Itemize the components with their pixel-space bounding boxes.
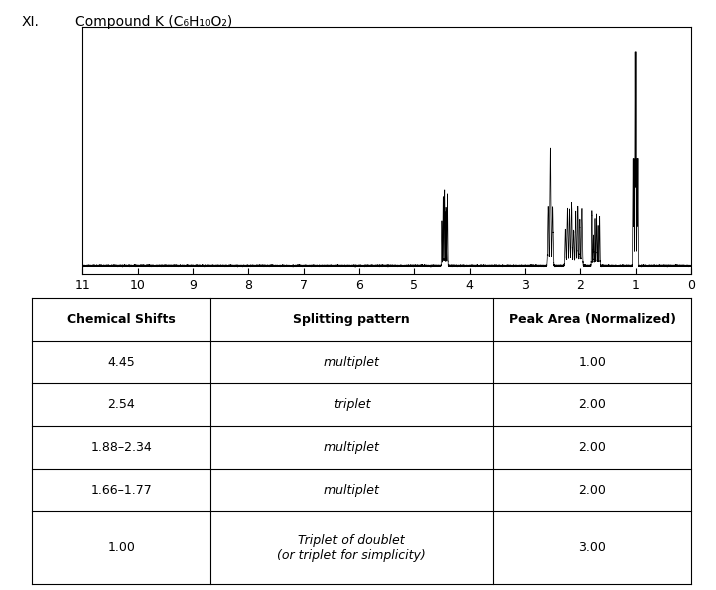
Text: Compound K (C₆H₁₀O₂): Compound K (C₆H₁₀O₂)	[75, 15, 233, 29]
Text: 1.88–2.34: 1.88–2.34	[90, 441, 152, 454]
Text: 4.45: 4.45	[107, 356, 135, 369]
Text: XI.: XI.	[21, 15, 39, 29]
Text: 1.00: 1.00	[107, 541, 135, 554]
Text: Chemical Shifts: Chemical Shifts	[67, 313, 175, 326]
Text: triplet: triplet	[333, 398, 370, 411]
Text: Triplet of doublet
(or triplet for simplicity): Triplet of doublet (or triplet for simpl…	[277, 534, 426, 562]
Text: multiplet: multiplet	[324, 356, 379, 369]
Text: 1.66–1.77: 1.66–1.77	[90, 484, 152, 497]
Text: 3.00: 3.00	[579, 541, 606, 554]
Text: 2.00: 2.00	[579, 484, 606, 497]
Text: 1.00: 1.00	[579, 356, 606, 369]
Text: multiplet: multiplet	[324, 484, 379, 497]
Text: Splitting pattern: Splitting pattern	[294, 313, 410, 326]
Text: Peak Area (Normalized): Peak Area (Normalized)	[508, 313, 676, 326]
Text: 2.54: 2.54	[107, 398, 135, 411]
Text: 2.00: 2.00	[579, 441, 606, 454]
Text: 2.00: 2.00	[579, 398, 606, 411]
Text: multiplet: multiplet	[324, 441, 379, 454]
